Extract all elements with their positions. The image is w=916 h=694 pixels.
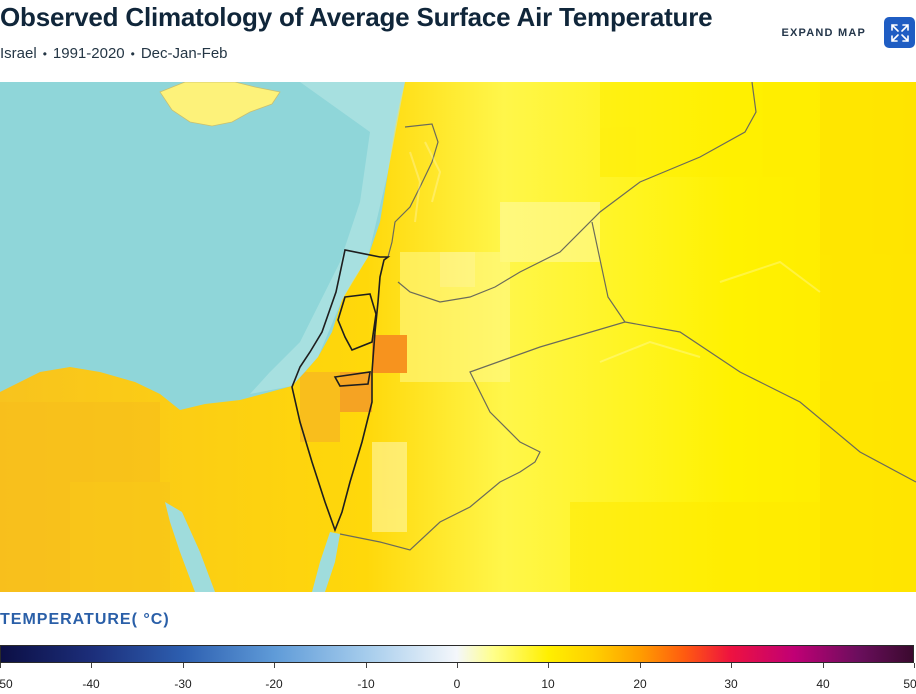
israel-border	[291, 249, 391, 533]
hot-cell	[372, 335, 407, 373]
colorbar-tick-mark	[274, 663, 275, 668]
hot-cell	[340, 372, 372, 412]
location-label: Israel	[0, 45, 37, 62]
colorbar-ticks: 50 -40 -30 -20 -10 0 10 20 30 40 50	[0, 663, 916, 694]
temperature-colorbar	[0, 645, 914, 663]
colorbar-tick-mark	[183, 663, 184, 668]
colorbar-tick-mark	[731, 663, 732, 668]
page-title: Observed Climatology of Average Surface …	[0, 2, 713, 32]
expand-map-button[interactable]	[884, 17, 915, 48]
colorbar-tick-label: -10	[357, 677, 375, 691]
colorbar-tick-mark	[457, 663, 458, 668]
colorbar-tick-label: -30	[174, 677, 192, 691]
colorbar-tick-label: 30	[724, 677, 738, 691]
expand-arrows-icon	[890, 23, 909, 42]
colorbar-tick-label: -40	[82, 677, 100, 691]
cyprus-island	[159, 82, 281, 127]
colorbar-tick-label: 10	[541, 677, 555, 691]
temperature-cells	[0, 82, 916, 592]
legend-title: TEMPERATURE( °C)	[0, 611, 170, 628]
coastal-shelf	[250, 82, 405, 394]
colorbar-tick-mark	[366, 663, 367, 668]
map-subtitle: Israel • 1991-2020 • Dec-Jan-Feb	[0, 45, 228, 62]
colorbar-tick-mark	[823, 663, 824, 668]
colorbar-tick-label: 20	[633, 677, 647, 691]
season-label: Dec-Jan-Feb	[140, 45, 228, 62]
colorbar-tick-label: -20	[265, 677, 283, 691]
separator: •	[130, 46, 135, 61]
colorbar-tick-mark	[548, 663, 549, 668]
country-borders	[339, 82, 916, 551]
warm-cell	[300, 372, 340, 442]
gulf-of-aqaba	[312, 532, 340, 592]
map-canvas	[0, 82, 916, 592]
period-label: 1991-2020	[52, 45, 125, 62]
colorbar-tick-mark	[0, 663, 1, 668]
mediterranean-sea	[0, 82, 405, 410]
colorbar-tick-mark	[640, 663, 641, 668]
terrain-shading	[409, 141, 821, 363]
colorbar-tick-label: 40	[816, 677, 830, 691]
expand-map-link[interactable]: EXPAND MAP	[781, 27, 866, 39]
colorbar-tick-label: 50	[0, 677, 13, 691]
colorbar-tick-mark	[91, 663, 92, 668]
colorbar-tick-label: 0	[453, 677, 461, 691]
colorbar-tick-label: 50	[903, 677, 916, 691]
separator: •	[42, 46, 47, 61]
colorbar-tick-mark	[914, 663, 915, 668]
gulf-of-suez	[165, 502, 215, 592]
temperature-map[interactable]	[0, 82, 916, 592]
